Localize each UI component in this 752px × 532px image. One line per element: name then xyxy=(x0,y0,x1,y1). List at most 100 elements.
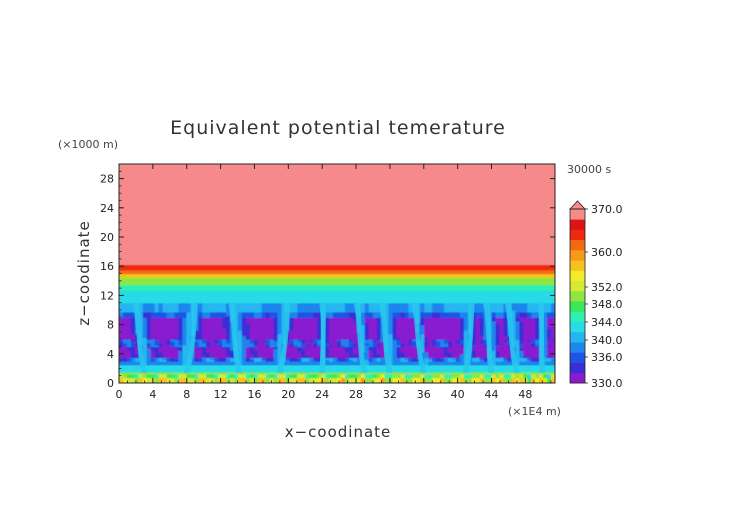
field-cell xyxy=(119,324,132,328)
field-cell xyxy=(412,377,421,380)
field-cell xyxy=(119,311,124,315)
field-cell xyxy=(420,342,425,346)
field-cell xyxy=(507,359,512,362)
field-cell xyxy=(182,350,191,353)
field-cell xyxy=(222,342,235,346)
field-cell xyxy=(428,351,445,355)
field-cell xyxy=(420,346,425,349)
field-cell xyxy=(297,359,302,362)
field-cell xyxy=(495,322,501,326)
field-cell xyxy=(479,381,485,383)
field-cell xyxy=(138,315,144,318)
field-cell xyxy=(527,355,540,359)
field-cell xyxy=(368,330,378,333)
field-cell xyxy=(293,328,318,331)
field-cell xyxy=(495,350,501,353)
field-cell xyxy=(432,373,441,377)
field-cell xyxy=(519,330,524,333)
field-cell xyxy=(396,319,417,322)
field-cell xyxy=(226,339,231,342)
field-cell xyxy=(222,346,231,349)
field-cell xyxy=(119,164,555,167)
field-cell xyxy=(475,319,481,322)
field-cell xyxy=(285,353,302,357)
field-cell xyxy=(285,377,291,380)
field-cell xyxy=(551,308,555,311)
field-cell xyxy=(119,182,555,185)
field-cell xyxy=(495,333,501,337)
field-cell xyxy=(511,331,516,335)
field-cell xyxy=(483,302,505,306)
field-cell xyxy=(329,346,346,349)
field-cell xyxy=(134,377,140,380)
field-cell xyxy=(384,322,390,326)
field-cell xyxy=(348,359,354,362)
field-cell xyxy=(273,331,279,335)
field-cell xyxy=(420,339,425,342)
field-cell xyxy=(158,381,168,383)
field-cell xyxy=(515,381,520,383)
field-cell xyxy=(368,308,390,311)
field-cell xyxy=(340,341,350,344)
field-cell xyxy=(289,337,318,340)
field-cell xyxy=(463,351,469,355)
field-cell xyxy=(380,344,386,348)
field-cell xyxy=(384,317,390,320)
field-cell xyxy=(360,333,366,337)
field-cell xyxy=(122,311,136,315)
field-cell xyxy=(364,381,374,383)
field-cell xyxy=(535,330,540,333)
field-cell xyxy=(119,372,555,375)
field-cell xyxy=(388,306,409,309)
field-cell xyxy=(340,344,346,348)
field-cell xyxy=(495,373,501,377)
field-cell xyxy=(543,317,548,320)
field-cell xyxy=(404,357,409,360)
field-cell xyxy=(451,341,457,344)
field-cell xyxy=(340,339,350,342)
field-cell xyxy=(119,205,555,209)
field-cell xyxy=(122,344,128,348)
field-cell xyxy=(368,306,390,309)
field-cell xyxy=(344,373,350,377)
field-cell xyxy=(471,377,481,380)
field-cell xyxy=(424,339,433,342)
field-cell xyxy=(519,328,524,331)
field-cell xyxy=(146,361,184,364)
field-cell xyxy=(178,355,184,359)
field-cell xyxy=(376,357,382,360)
field-cell xyxy=(218,344,223,348)
field-cell xyxy=(170,357,176,360)
field-cell xyxy=(146,373,156,377)
field-cell xyxy=(119,319,132,322)
field-cell xyxy=(380,339,386,342)
field-cell xyxy=(126,373,136,377)
field-cell xyxy=(444,308,473,311)
field-cell xyxy=(218,359,227,362)
field-cell xyxy=(424,320,461,324)
field-cell xyxy=(384,344,394,348)
field-cell xyxy=(253,342,259,346)
field-cell xyxy=(531,377,536,380)
field-cell xyxy=(392,313,402,317)
field-cell xyxy=(400,348,421,351)
field-cell xyxy=(392,315,402,318)
field-cell xyxy=(253,375,259,379)
field-cell xyxy=(186,331,195,335)
field-cell xyxy=(511,324,516,328)
field-cell xyxy=(321,377,326,380)
field-cell xyxy=(158,304,164,307)
field-cell xyxy=(416,330,425,333)
field-cell xyxy=(329,353,350,357)
field-cell xyxy=(547,353,555,357)
field-cell xyxy=(463,331,473,335)
field-cell xyxy=(551,375,555,379)
field-cell xyxy=(547,373,552,377)
field-cell xyxy=(503,359,509,362)
colorbar-label: 344.0 xyxy=(591,316,623,329)
field-cell xyxy=(329,335,358,338)
plume-1 xyxy=(132,302,148,373)
field-cell xyxy=(122,375,128,379)
field-cell xyxy=(186,311,195,315)
field-cell xyxy=(547,377,552,380)
